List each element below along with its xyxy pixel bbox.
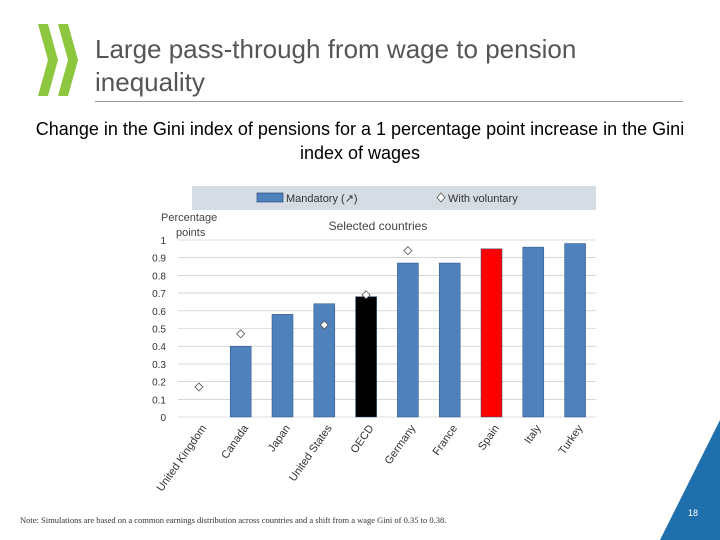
x-tick-label: United States xyxy=(287,422,335,483)
chart-title: Selected countries xyxy=(329,219,428,233)
y-tick-label: 0.8 xyxy=(152,271,166,282)
marker-voluntary-canada xyxy=(236,329,246,339)
legend-label-mandatory: Mandatory (↗) xyxy=(286,193,358,205)
page-number: 18 xyxy=(688,508,699,518)
x-tick-label: Japan xyxy=(266,423,293,454)
y-axis-label-line-2: points xyxy=(176,227,206,239)
x-tick-label: United Kingdom xyxy=(155,423,210,494)
footnote: Note: Simulations are based on a common … xyxy=(20,515,447,525)
oecd-logo-icon xyxy=(38,24,78,96)
y-tick-label: 0.4 xyxy=(152,342,166,353)
y-tick-label: 0.9 xyxy=(152,254,166,265)
marker-voluntary-united-kingdom xyxy=(194,382,204,392)
chart-subtitle: Change in the Gini index of pensions for… xyxy=(35,119,685,163)
corner-decoration xyxy=(660,420,720,540)
y-tick-label: 0.5 xyxy=(152,325,166,336)
legend-swatch-mandatory xyxy=(256,192,284,203)
slide-title: Large pass-through from wage to pension … xyxy=(95,34,577,97)
bar-canada xyxy=(229,345,252,418)
y-axis-label: Percentage points xyxy=(161,212,220,239)
y-tick-label: 1 xyxy=(160,236,166,247)
bar-italy xyxy=(522,246,545,418)
y-tick-label: 0.6 xyxy=(152,307,166,318)
marker-voluntary-oecd xyxy=(361,290,371,300)
y-tick-label: 0.7 xyxy=(152,289,166,300)
y-tick-label: 0.3 xyxy=(152,360,166,371)
x-tick-label: Turkey xyxy=(557,422,586,456)
y-tick-label: 0.1 xyxy=(152,395,166,406)
marker-voluntary-united-states xyxy=(319,320,329,330)
x-tick-label: Spain xyxy=(476,423,502,453)
y-tick-label: 0 xyxy=(160,413,166,424)
legend-box xyxy=(192,186,596,210)
legend-label-voluntary: With voluntary xyxy=(448,193,518,205)
bar-oecd xyxy=(355,296,377,418)
x-tick-label: Italy xyxy=(522,422,544,446)
x-tick-label: Germany xyxy=(383,422,419,466)
marker-voluntary-germany xyxy=(403,246,413,256)
bar-turkey xyxy=(564,243,586,418)
bar-united-states xyxy=(313,303,336,418)
legend-marker-voluntary xyxy=(436,192,446,203)
bar-japan xyxy=(271,314,294,418)
x-tick-label: Canada xyxy=(219,422,251,461)
bar-france xyxy=(438,262,461,418)
bar-spain xyxy=(480,248,503,418)
y-tick-label: 0.2 xyxy=(152,378,166,389)
y-axis-label-line-1: Percentage xyxy=(161,212,217,224)
x-tick-label: France xyxy=(431,423,460,458)
bar-germany xyxy=(397,262,419,418)
title-divider xyxy=(95,101,683,102)
x-tick-label: OECD xyxy=(348,423,376,456)
